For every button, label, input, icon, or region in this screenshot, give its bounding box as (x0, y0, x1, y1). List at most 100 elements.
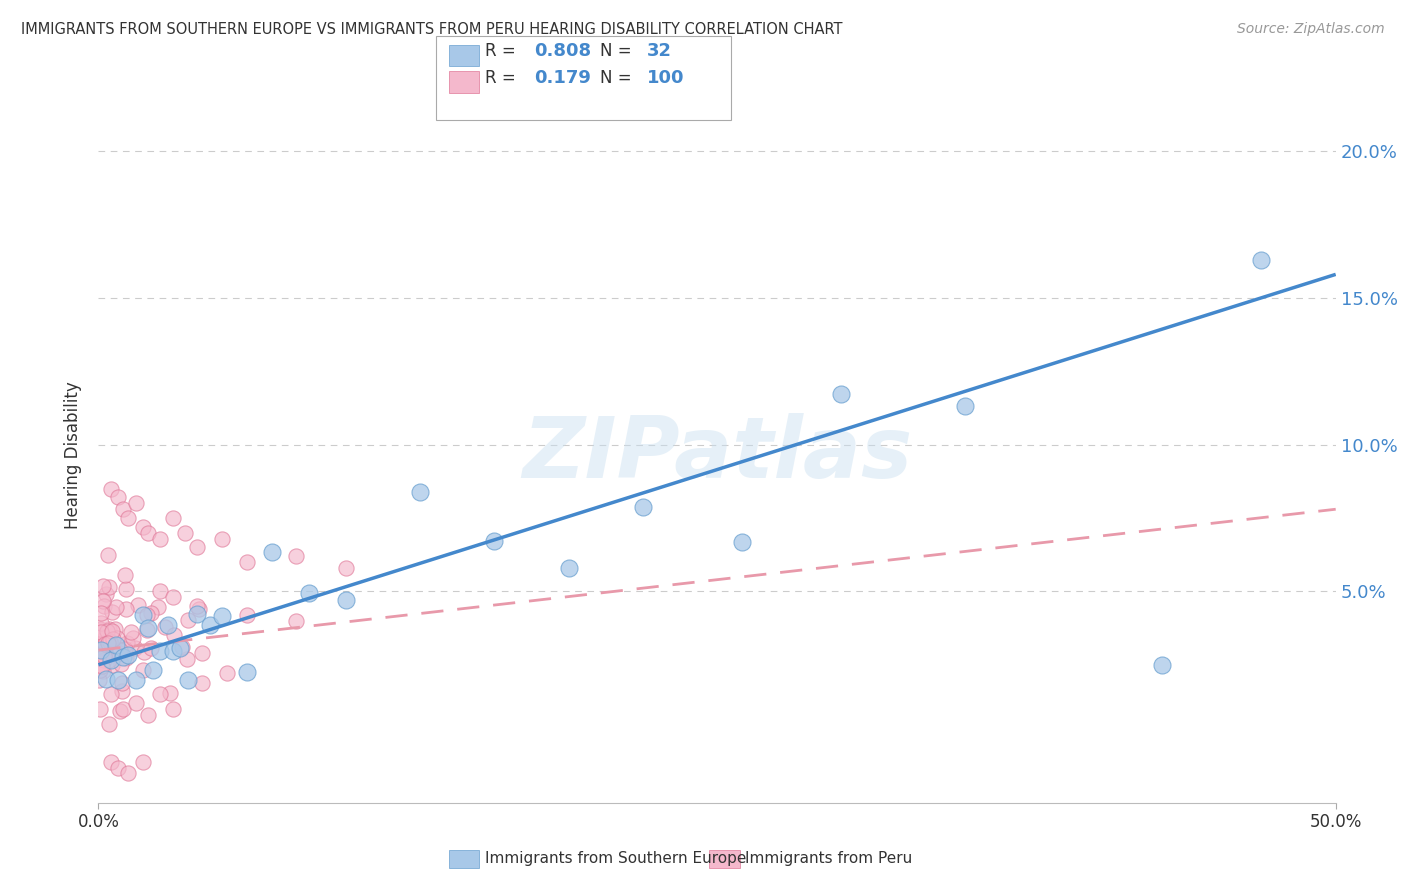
Text: 0.179: 0.179 (534, 69, 591, 87)
Point (112, 502, 135, 516)
Point (217, 666, 239, 681)
Point (98, 653, 121, 667)
Point (298, 586, 321, 600)
Point (90, 607, 112, 621)
Point (108, 704, 131, 718)
Point (94, 586, 117, 600)
Point (335, 561, 357, 575)
Point (104, 600, 127, 615)
Point (191, 676, 214, 690)
Point (105, 632, 128, 646)
Point (94, 672, 117, 686)
Point (124, 696, 146, 710)
Point (91, 594, 114, 608)
Text: N =: N = (600, 42, 637, 60)
Point (409, 484, 432, 499)
Point (104, 622, 127, 636)
Point (149, 532, 172, 546)
Point (100, 482, 122, 496)
Point (285, 614, 308, 628)
Point (93, 637, 115, 651)
Point (117, 766, 139, 780)
Point (114, 642, 136, 657)
Point (91, 579, 114, 593)
Point (335, 593, 357, 607)
Text: Immigrants from Peru: Immigrants from Peru (745, 852, 912, 866)
Point (89, 622, 111, 636)
Point (557, 560, 579, 574)
Point (135, 607, 157, 622)
Point (236, 555, 259, 569)
Text: 100: 100 (647, 69, 685, 87)
Point (90, 616, 112, 631)
Text: R =: R = (485, 42, 522, 60)
Point (186, 607, 208, 621)
Point (285, 549, 308, 564)
Point (236, 665, 259, 679)
Point (107, 673, 129, 687)
Point (100, 687, 122, 701)
Point (124, 673, 146, 687)
Text: 0.808: 0.808 (534, 42, 592, 60)
Point (100, 653, 122, 667)
Point (1152, 657, 1174, 672)
Point (830, 386, 852, 401)
Point (98, 634, 121, 648)
Text: Immigrants from Southern Europe: Immigrants from Southern Europe (485, 852, 747, 866)
Point (176, 652, 198, 666)
Point (631, 500, 654, 515)
Point (186, 541, 208, 555)
Point (124, 496, 146, 510)
Point (89, 648, 111, 662)
Point (94, 637, 117, 651)
Point (101, 606, 124, 620)
Point (191, 647, 214, 661)
Point (176, 673, 198, 687)
Point (112, 649, 135, 664)
Point (162, 643, 184, 657)
Point (112, 702, 135, 716)
Point (100, 624, 122, 638)
Point (174, 525, 197, 540)
Point (162, 591, 184, 605)
Point (97, 716, 120, 731)
Point (156, 618, 179, 632)
Text: ZIPatlas: ZIPatlas (522, 413, 912, 497)
Point (149, 687, 172, 701)
Y-axis label: Hearing Disability: Hearing Disability (65, 381, 83, 529)
Point (484, 534, 506, 549)
Point (124, 640, 146, 655)
Point (94, 631, 117, 645)
Point (132, 607, 155, 622)
Point (186, 599, 208, 613)
Point (91, 659, 114, 673)
Point (142, 663, 165, 677)
Point (110, 642, 132, 657)
Point (149, 644, 172, 658)
Point (98, 622, 121, 636)
Text: R =: R = (485, 69, 522, 87)
Point (162, 511, 184, 525)
Point (169, 640, 191, 655)
Point (114, 601, 136, 615)
Point (100, 755, 122, 769)
Point (104, 638, 127, 652)
Text: N =: N = (600, 69, 637, 87)
Point (149, 584, 172, 599)
Point (260, 545, 283, 559)
Point (139, 641, 162, 656)
Point (132, 520, 155, 534)
Point (117, 648, 139, 663)
Point (121, 631, 143, 645)
Point (89, 663, 111, 677)
Point (136, 623, 159, 637)
Point (90, 643, 112, 657)
Point (115, 635, 138, 649)
Point (89, 702, 111, 716)
Point (187, 602, 209, 616)
Point (93, 645, 115, 659)
Point (136, 525, 159, 540)
Point (107, 646, 129, 660)
Point (111, 684, 134, 698)
Point (136, 707, 159, 722)
